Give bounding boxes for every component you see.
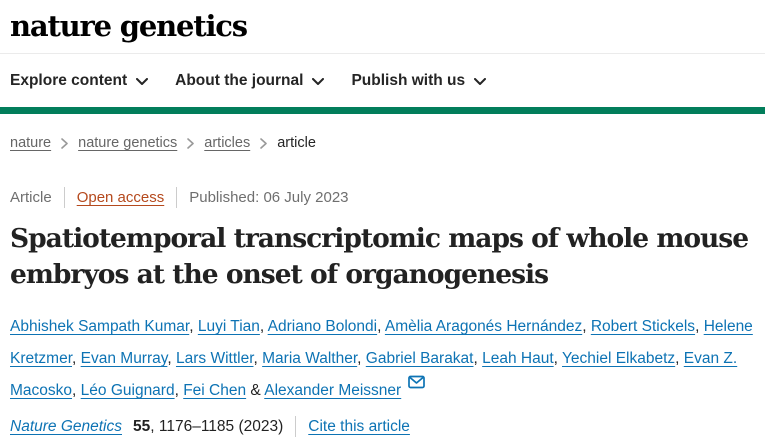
author-separator: , bbox=[72, 382, 81, 399]
author-list: Abhishek Sampath Kumar, Luyi Tian, Adria… bbox=[10, 311, 755, 407]
breadcrumb: nature nature genetics articles article bbox=[10, 135, 755, 151]
author-separator: , bbox=[582, 318, 591, 335]
citation: Nature Genetics 55 , 1176–1185 (2023) Ci… bbox=[10, 416, 755, 437]
author-separator: , bbox=[253, 350, 263, 367]
volume-number: 55 bbox=[133, 417, 151, 435]
author-separator: , bbox=[357, 350, 366, 367]
journal-logo[interactable]: nature genetics bbox=[10, 9, 248, 43]
author-separator: , bbox=[72, 350, 81, 367]
breadcrumb-link-nature[interactable]: nature bbox=[10, 135, 52, 151]
author-link[interactable]: Abhishek Sampath Kumar bbox=[10, 318, 190, 335]
author-separator: , bbox=[189, 318, 198, 335]
breadcrumb-link-articles[interactable]: articles bbox=[204, 135, 251, 151]
author-separator: , bbox=[695, 318, 704, 335]
chevron-down-icon bbox=[474, 76, 487, 86]
nav-item-explore-content[interactable]: Explore content bbox=[10, 71, 149, 90]
page-content: nature nature genetics articles article … bbox=[0, 135, 765, 437]
meta-divider bbox=[63, 187, 65, 208]
author-link[interactable]: Robert Stickels bbox=[590, 318, 696, 335]
author-link[interactable]: Helene Kretzmer bbox=[10, 318, 753, 367]
author-separator: , bbox=[259, 318, 268, 335]
email-envelope-icon[interactable] bbox=[408, 375, 426, 407]
page-title: Spatiotemporal transcriptomic maps of wh… bbox=[10, 223, 749, 290]
author-link[interactable]: Luyi Tian bbox=[197, 318, 260, 335]
main-nav: Explore content About the journal Publis… bbox=[0, 54, 765, 107]
author-link[interactable]: Léo Guignard bbox=[80, 382, 175, 399]
author-link[interactable]: Evan Z. Macosko bbox=[10, 350, 738, 399]
author-separator: , bbox=[675, 350, 684, 367]
author-ampersand: & bbox=[246, 382, 265, 399]
chevron-down-icon bbox=[312, 76, 325, 86]
nav-item-about-the-journal[interactable]: About the journal bbox=[175, 71, 325, 90]
journal-link[interactable]: Nature Genetics bbox=[10, 417, 122, 435]
author-separator: , bbox=[174, 382, 184, 399]
open-access-link[interactable]: Open access bbox=[76, 189, 165, 206]
author-separator: , bbox=[553, 350, 562, 367]
chevron-right-icon bbox=[260, 137, 268, 149]
article-type-label: Article bbox=[10, 189, 52, 206]
brand-bar bbox=[0, 107, 765, 114]
published-date-label: Published: 06 July 2023 bbox=[189, 189, 349, 206]
meta-divider bbox=[176, 187, 178, 208]
author-link[interactable]: Evan Murray bbox=[80, 350, 168, 367]
article-meta: Article Open access Published: 06 July 2… bbox=[10, 187, 755, 208]
author-link[interactable]: Gabriel Barakat bbox=[365, 350, 474, 367]
cite-this-article-link[interactable]: Cite this article bbox=[308, 417, 410, 435]
nav-item-label: Publish with us bbox=[351, 71, 466, 89]
nav-item-label: About the journal bbox=[175, 71, 304, 89]
chevron-right-icon bbox=[61, 137, 68, 149]
chevron-down-icon bbox=[136, 76, 149, 86]
author-link[interactable]: Adriano Bolondi bbox=[267, 318, 378, 335]
author-links-container: Abhishek Sampath Kumar, Luyi Tian, Adria… bbox=[10, 318, 753, 399]
citation-divider bbox=[295, 416, 297, 437]
author-link[interactable]: Amèlia Aragonés Hernández bbox=[384, 318, 583, 335]
author-link[interactable]: Yechiel Elkabetz bbox=[562, 350, 676, 367]
author-link[interactable]: Fei Chen bbox=[183, 382, 247, 399]
chevron-right-icon bbox=[187, 137, 195, 149]
author-separator: , bbox=[167, 350, 176, 367]
nav-item-publish-with-us[interactable]: Publish with us bbox=[351, 71, 487, 90]
site-header: nature genetics bbox=[0, 0, 765, 54]
breadcrumb-link-nature-genetics[interactable]: nature genetics bbox=[78, 135, 178, 151]
author-separator: , bbox=[377, 318, 385, 335]
author-link[interactable]: Maria Walther bbox=[262, 350, 358, 367]
pages-and-year: , 1176–1185 (2023) bbox=[150, 417, 284, 435]
author-link[interactable]: Lars Wittler bbox=[175, 350, 254, 367]
author-link[interactable]: Alexander Meissner bbox=[264, 382, 402, 399]
author-link[interactable]: Leah Haut bbox=[482, 350, 554, 367]
author-separator: , bbox=[473, 350, 483, 367]
breadcrumb-current-article: article bbox=[277, 135, 316, 151]
nav-item-label: Explore content bbox=[10, 71, 128, 89]
